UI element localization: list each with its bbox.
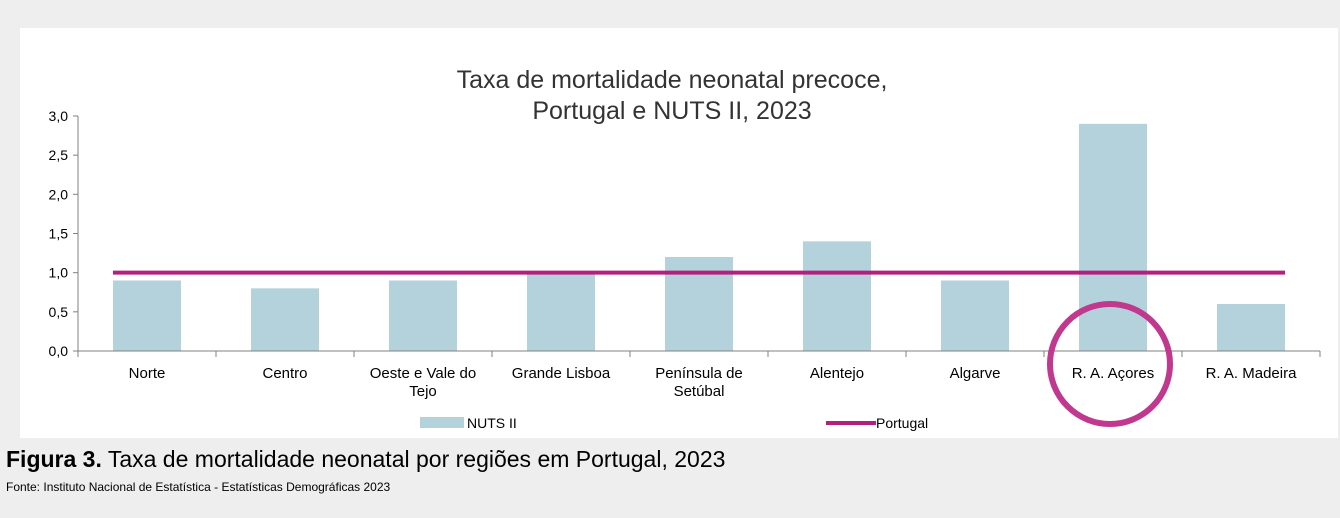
chart-panel: Taxa de mortalidade neonatal precoce, Por… [20,28,1338,438]
figure-caption-text: Taxa de mortalidade neonatal por regiões… [101,446,726,472]
bar [527,272,595,351]
bar [251,288,319,351]
x-category-label: R. A. Madeira [1206,365,1298,382]
y-tick-label: 3,0 [49,108,69,124]
x-category-label: Setúbal [674,383,725,400]
bar [113,280,181,351]
x-category-label: R. A. Açores [1072,365,1155,382]
x-category-label: Grande Lisboa [512,365,611,382]
bar [803,241,871,351]
bar [941,280,1009,351]
legend-label-portugal: Portugal [876,415,928,431]
bar-chart: Taxa de mortalidade neonatal precoce, Por… [49,66,1321,431]
bar [1217,304,1285,351]
y-tick-label: 0,0 [49,343,69,359]
y-tick-label: 1,5 [49,226,69,242]
y-tick-label: 2,0 [49,186,69,202]
x-category-label: Oeste e Vale do [370,365,476,382]
highlight-circle [1047,301,1173,427]
y-tick-label: 2,5 [49,147,69,163]
x-category-label: Alentejo [810,365,864,382]
legend-label-nuts: NUTS II [467,415,517,431]
x-category-label: Península de [655,365,743,382]
x-category-label: Tejo [409,383,437,400]
chart-title-line: Portugal e NUTS II, 2023 [532,97,811,125]
chart-title-line: Taxa de mortalidade neonatal precoce, [457,66,888,94]
figure-label: Figura 3. [6,446,102,472]
figure-source: Fonte: Instituto Nacional de Estatística… [6,480,391,494]
x-category-label: Centro [262,365,307,382]
y-tick-label: 1,0 [49,265,69,281]
y-tick-label: 0,5 [49,304,69,320]
figure-caption: Figura 3. Taxa de mortalidade neonatal p… [6,446,725,473]
bar [1079,123,1147,351]
legend-swatch-nuts [420,417,464,428]
bar [389,280,457,351]
cropped-header-text [0,0,1340,8]
x-category-label: Norte [129,365,166,382]
x-category-label: Algarve [950,365,1001,382]
